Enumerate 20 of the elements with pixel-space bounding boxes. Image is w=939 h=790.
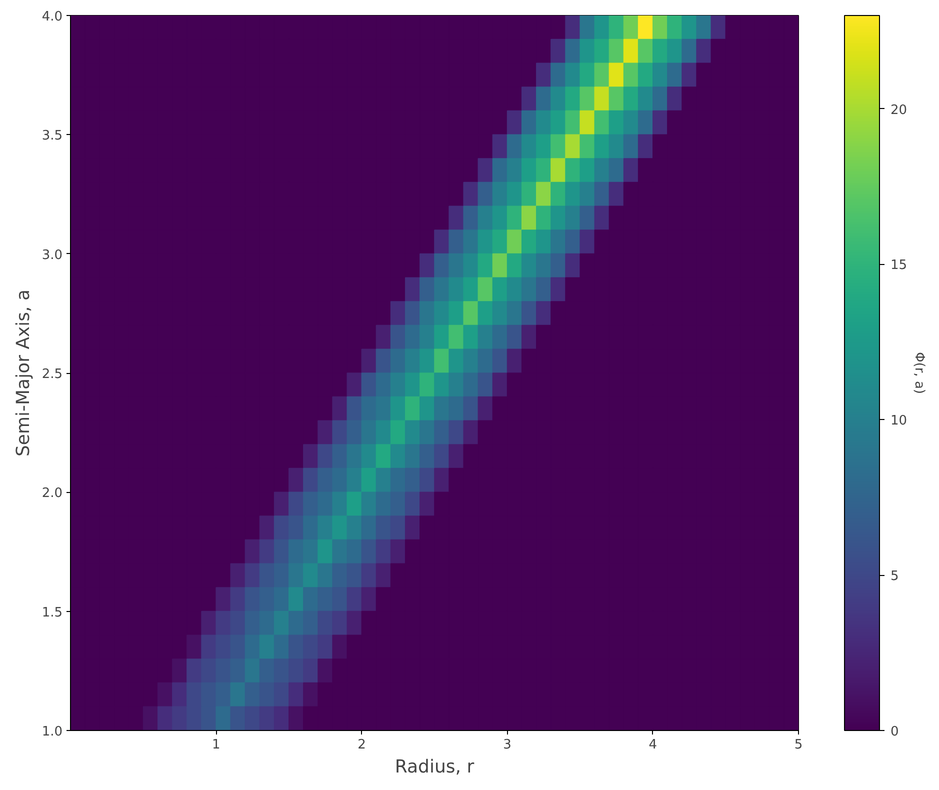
x-tick-label: 2 [358, 738, 366, 752]
y-tick-label: 2.5 [42, 367, 63, 382]
x-tick-label: 1 [212, 738, 220, 752]
y-tick-label: 1.5 [42, 605, 63, 620]
x-tick-label: 3 [503, 738, 512, 752]
y-tick-label: 2.0 [42, 486, 63, 502]
y-tick-label: 4.0 [42, 10, 63, 24]
x-axis-title: Radius, r [394, 756, 475, 778]
y-axis-title: Semi-Major Axis, a [12, 289, 34, 457]
color-bar-label: 20 [890, 102, 908, 118]
x-tick-label: 4 [648, 738, 658, 752]
y-tick-label: 3.0 [42, 248, 63, 263]
color-bar-label: 0 [890, 724, 899, 740]
color-bar-label: 5 [890, 569, 899, 584]
x-tick-label: 5 [794, 738, 803, 752]
y-tick-label: 3.5 [42, 128, 63, 144]
y-tick-label: 1.0 [42, 724, 63, 740]
color-bar-title: Φ(r, a) [912, 352, 926, 394]
color-bar-label: 15 [890, 258, 908, 274]
color-bar-label: 10 [890, 414, 908, 429]
